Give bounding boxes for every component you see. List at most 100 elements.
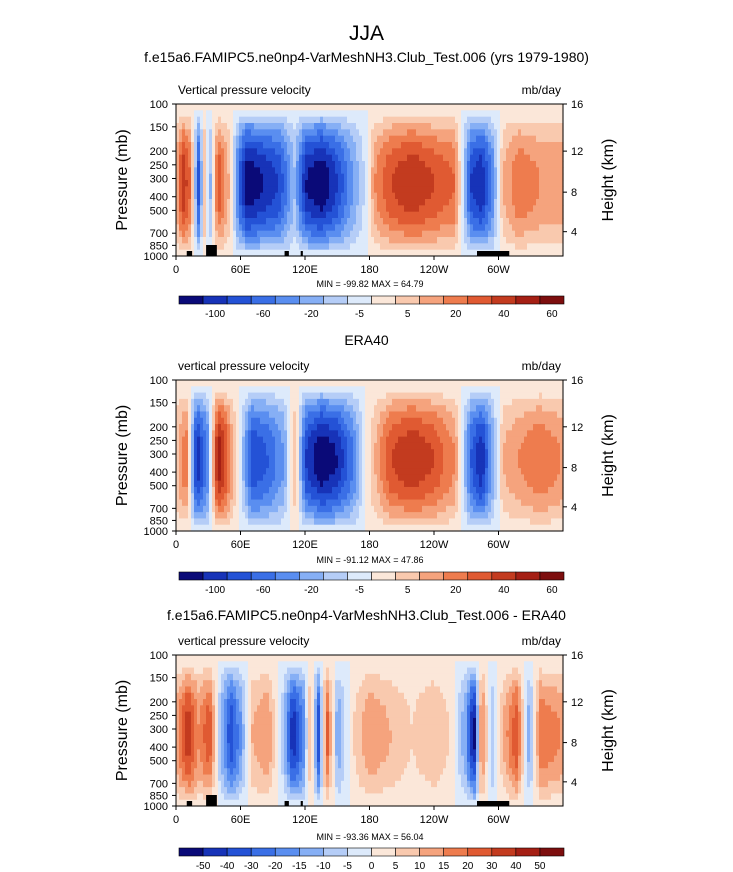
field-cell	[383, 499, 387, 507]
field-cell	[533, 104, 537, 111]
field-cell	[482, 205, 486, 213]
field-cell	[458, 249, 462, 257]
field-cell	[551, 161, 555, 168]
field-cell	[389, 205, 393, 213]
field-cell	[272, 474, 276, 482]
field-cell	[497, 192, 501, 200]
field-cell	[179, 167, 183, 175]
field-cell	[311, 243, 315, 251]
field-cell	[473, 116, 477, 124]
field-cell	[239, 430, 243, 438]
field-cell	[302, 411, 306, 419]
field-cell	[395, 161, 399, 168]
field-cell	[422, 249, 426, 257]
field-cell	[530, 205, 534, 213]
field-cell	[290, 392, 294, 400]
field-cell	[374, 249, 378, 257]
field-cell	[560, 211, 564, 219]
panel-title: ERA40	[344, 332, 389, 348]
field-cell	[311, 205, 315, 213]
field-cell	[257, 129, 261, 137]
field-cell	[458, 230, 462, 238]
field-cell	[299, 505, 303, 513]
field-cell	[515, 218, 519, 225]
field-cell	[521, 129, 525, 137]
field-cell	[530, 173, 534, 181]
field-cell	[188, 461, 192, 469]
field-cell	[281, 411, 285, 419]
field-cell	[386, 224, 390, 232]
field-cell	[386, 205, 390, 213]
field-cell	[377, 474, 381, 482]
field-cell	[407, 211, 411, 219]
field-cell	[335, 211, 339, 219]
field-cell	[197, 505, 201, 513]
field-cell	[272, 123, 276, 130]
field-cell	[548, 180, 552, 187]
field-cell	[308, 186, 312, 194]
field-cell	[188, 442, 192, 450]
field-cell	[416, 161, 420, 168]
field-cell	[368, 142, 372, 149]
field-cell	[293, 392, 297, 400]
field-cell	[251, 110, 255, 118]
field-cell	[440, 237, 444, 244]
field-cell	[398, 474, 402, 482]
field-cell	[491, 243, 495, 251]
field-cell	[260, 411, 264, 419]
field-cell	[308, 518, 312, 526]
field-cell	[251, 224, 255, 232]
field-cell	[530, 180, 534, 187]
field-cell	[254, 442, 258, 450]
field-cell	[176, 380, 180, 387]
field-cell	[548, 186, 552, 194]
field-cell	[320, 237, 324, 244]
field-cell	[392, 173, 396, 181]
field-cell	[287, 461, 291, 469]
field-cell	[554, 135, 558, 143]
field-cell	[404, 205, 408, 213]
field-cell	[257, 142, 261, 149]
field-cell	[476, 199, 480, 206]
field-cell	[371, 380, 375, 387]
field-cell	[245, 249, 249, 257]
field-cell	[221, 167, 225, 175]
field-cell	[302, 199, 306, 206]
field-cell	[332, 243, 336, 251]
field-cell	[209, 499, 213, 507]
field-cell	[446, 123, 450, 130]
field-cell	[491, 192, 495, 200]
field-cell	[323, 192, 327, 200]
field-cell	[461, 180, 465, 187]
field-cell	[272, 455, 276, 463]
field-cell	[425, 148, 429, 156]
field-cell	[314, 110, 318, 118]
field-cell	[377, 461, 381, 469]
field-cell	[452, 249, 456, 257]
field-cell	[554, 104, 558, 111]
field-cell	[215, 493, 219, 501]
field-cell	[380, 461, 384, 469]
field-cell	[338, 161, 342, 168]
field-cell	[176, 237, 180, 244]
field-cell	[497, 148, 501, 156]
field-cell	[491, 123, 495, 130]
field-cell	[308, 161, 312, 168]
field-cell	[251, 411, 255, 419]
field-cell	[332, 199, 336, 206]
field-cell	[557, 237, 561, 244]
field-cell	[386, 199, 390, 206]
field-cell	[374, 486, 378, 494]
field-cell	[200, 180, 204, 187]
field-cell	[263, 192, 267, 200]
field-cell	[224, 173, 228, 181]
field-cell	[248, 461, 252, 469]
field-cell	[257, 512, 261, 520]
field-cell	[302, 230, 306, 238]
field-cell	[299, 243, 303, 251]
field-cell	[356, 243, 360, 251]
field-cell	[266, 486, 270, 494]
field-cell	[227, 505, 231, 513]
field-cell	[386, 129, 390, 137]
field-cell	[314, 486, 318, 494]
